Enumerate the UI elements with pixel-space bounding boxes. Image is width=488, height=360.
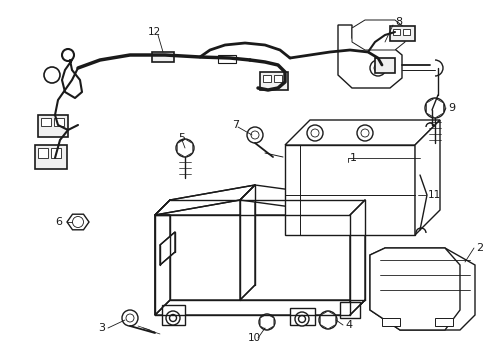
Polygon shape [414, 120, 439, 235]
Circle shape [263, 318, 270, 326]
Polygon shape [337, 25, 401, 88]
Polygon shape [177, 139, 192, 157]
Polygon shape [160, 232, 175, 265]
Text: 8: 8 [394, 17, 401, 27]
Bar [218, 55, 236, 63]
Circle shape [250, 131, 259, 139]
Text: 4: 4 [345, 320, 351, 330]
Circle shape [294, 312, 308, 326]
Polygon shape [320, 311, 335, 329]
Polygon shape [349, 200, 364, 315]
Circle shape [318, 311, 336, 329]
Circle shape [298, 315, 305, 323]
Circle shape [323, 315, 332, 324]
Text: 3: 3 [98, 323, 105, 333]
Polygon shape [369, 248, 474, 330]
Text: 9: 9 [447, 103, 454, 113]
Polygon shape [240, 185, 364, 215]
Circle shape [259, 314, 274, 330]
Bar [51, 148, 61, 158]
Circle shape [169, 315, 176, 321]
Circle shape [176, 139, 194, 157]
Bar [38, 115, 68, 137]
Circle shape [122, 310, 138, 326]
Circle shape [306, 125, 323, 141]
Circle shape [44, 67, 60, 83]
Bar [263, 75, 270, 82]
Circle shape [180, 144, 189, 153]
Bar [434, 318, 452, 326]
Circle shape [246, 127, 263, 143]
Bar [54, 118, 64, 126]
Polygon shape [351, 20, 404, 50]
Polygon shape [240, 185, 254, 300]
Bar [35, 145, 67, 169]
Bar [41, 118, 51, 126]
Polygon shape [155, 300, 364, 315]
Bar [285, 145, 414, 235]
Text: 5: 5 [178, 133, 184, 143]
Bar [260, 72, 287, 90]
Text: 10: 10 [247, 333, 261, 343]
Bar [38, 148, 48, 158]
Polygon shape [289, 308, 314, 325]
Bar [273, 75, 282, 82]
Circle shape [373, 64, 381, 72]
Polygon shape [339, 302, 359, 318]
Text: 2: 2 [475, 243, 482, 253]
Circle shape [62, 49, 74, 61]
Bar [402, 29, 409, 35]
Polygon shape [67, 214, 89, 230]
Circle shape [369, 60, 385, 76]
Bar [389, 26, 414, 41]
Bar [381, 318, 399, 326]
Polygon shape [155, 215, 170, 315]
Polygon shape [426, 98, 443, 118]
Text: 7: 7 [231, 120, 239, 130]
Polygon shape [260, 314, 273, 330]
Polygon shape [155, 200, 170, 315]
Circle shape [310, 129, 318, 137]
Polygon shape [155, 185, 254, 215]
Circle shape [356, 125, 372, 141]
Text: 6: 6 [55, 217, 62, 227]
Bar [392, 29, 399, 35]
Text: 1: 1 [349, 153, 356, 163]
Circle shape [360, 129, 368, 137]
Text: 11: 11 [427, 190, 440, 200]
Circle shape [72, 216, 83, 228]
Circle shape [165, 311, 180, 325]
Polygon shape [285, 120, 439, 145]
Bar [374, 58, 394, 73]
Text: 12: 12 [148, 27, 161, 37]
Bar [152, 52, 174, 62]
Circle shape [126, 314, 134, 322]
Circle shape [424, 98, 444, 118]
Polygon shape [162, 305, 184, 325]
Circle shape [429, 103, 439, 113]
Polygon shape [369, 248, 459, 330]
Polygon shape [155, 200, 364, 215]
